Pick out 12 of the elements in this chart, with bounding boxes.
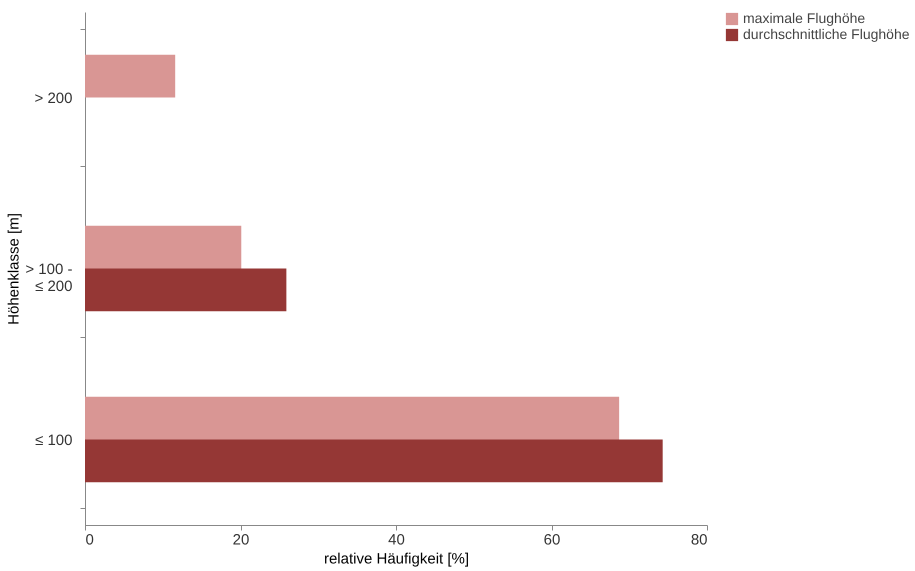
x-tick-label: 40	[388, 532, 405, 548]
x-tick-label: 20	[232, 532, 250, 548]
y-tick-label: > 200	[34, 90, 72, 107]
y-axis-title: Höhenklasse [m]	[5, 213, 22, 325]
legend-label: maximale Flughöhe	[743, 10, 866, 26]
y-tick-label: > 100 - ≤ 200	[25, 261, 72, 295]
x-tick-label: 0	[86, 532, 94, 548]
x-tick-label: 80	[690, 532, 708, 548]
x-axis-title: relative Häufigkeit [%]	[324, 550, 470, 568]
y-tick-label: ≤ 100	[35, 432, 72, 449]
legend-label: durchschnittliche Flughöhe	[743, 26, 910, 42]
x-tick-label: 60	[544, 532, 560, 548]
